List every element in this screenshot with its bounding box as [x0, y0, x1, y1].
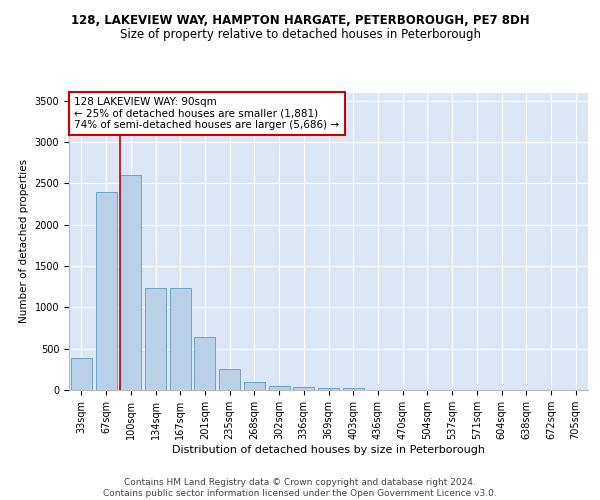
Text: 128, LAKEVIEW WAY, HAMPTON HARGATE, PETERBOROUGH, PE7 8DH: 128, LAKEVIEW WAY, HAMPTON HARGATE, PETE…: [71, 14, 529, 28]
Bar: [244, 382, 265, 390]
Y-axis label: Number of detached properties: Number of detached properties: [19, 159, 29, 324]
Bar: [95, 192, 116, 390]
X-axis label: Distribution of detached houses by size in Peterborough: Distribution of detached houses by size …: [172, 444, 485, 454]
Bar: [120, 175, 141, 390]
Bar: [269, 386, 290, 390]
Bar: [170, 288, 191, 390]
Bar: [145, 288, 166, 390]
Bar: [343, 388, 364, 390]
Bar: [71, 358, 92, 390]
Text: 128 LAKEVIEW WAY: 90sqm
← 25% of detached houses are smaller (1,881)
74% of semi: 128 LAKEVIEW WAY: 90sqm ← 25% of detache…: [74, 97, 340, 130]
Bar: [219, 368, 240, 390]
Text: Size of property relative to detached houses in Peterborough: Size of property relative to detached ho…: [119, 28, 481, 41]
Bar: [318, 388, 339, 390]
Text: Contains HM Land Registry data © Crown copyright and database right 2024.
Contai: Contains HM Land Registry data © Crown c…: [103, 478, 497, 498]
Bar: [194, 337, 215, 390]
Bar: [293, 386, 314, 390]
